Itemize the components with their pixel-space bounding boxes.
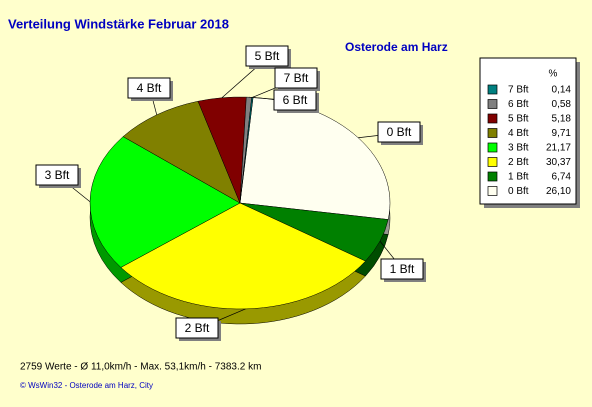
legend-value: 0,58 bbox=[552, 99, 572, 110]
legend-label: 2 Bft bbox=[508, 157, 529, 168]
legend-swatch bbox=[487, 142, 498, 153]
label-box bbox=[245, 45, 289, 67]
label-box bbox=[380, 258, 424, 280]
slice-label: 6 Bft bbox=[283, 93, 308, 107]
legend-swatch bbox=[487, 113, 498, 124]
chart-subtitle: Osterode am Harz bbox=[345, 40, 448, 54]
label-box bbox=[175, 317, 219, 339]
label-box bbox=[274, 67, 318, 89]
label-box bbox=[35, 164, 79, 186]
legend-label: 4 Bft bbox=[508, 128, 529, 139]
legend-value: 9,71 bbox=[552, 128, 572, 139]
chart-title: Verteilung Windstärke Februar 2018 bbox=[8, 16, 229, 31]
slice-label: 7 Bft bbox=[284, 71, 309, 85]
slice-label: 5 Bft bbox=[255, 49, 280, 63]
legend-swatch bbox=[487, 99, 498, 109]
legend-label: 3 Bft bbox=[508, 143, 529, 154]
legend-swatch bbox=[487, 171, 498, 182]
legend-swatch bbox=[487, 157, 498, 167]
legend-value: 26,10 bbox=[546, 186, 571, 197]
legend-swatch bbox=[487, 186, 498, 196]
label-box bbox=[127, 77, 171, 99]
legend-value: 21,17 bbox=[546, 143, 571, 154]
pie-slice bbox=[122, 100, 241, 204]
slice-label: 1 Bft bbox=[390, 262, 415, 276]
label-box bbox=[377, 121, 421, 143]
slice-label: 2 Bft bbox=[185, 321, 210, 335]
legend-value: 5,18 bbox=[552, 114, 572, 125]
legend-label: 6 Bft bbox=[508, 99, 529, 110]
legend-label: 7 Bft bbox=[508, 85, 529, 96]
pie-slice bbox=[120, 202, 366, 310]
legend-label: 0 Bft bbox=[508, 186, 529, 197]
legend-label: 5 Bft bbox=[508, 114, 529, 125]
credit: © WsWin32 - Osterode am Harz, City bbox=[20, 381, 153, 390]
legend-value: 0,14 bbox=[552, 85, 572, 96]
legend-swatch bbox=[487, 128, 498, 138]
legend-swatch bbox=[487, 84, 498, 95]
legend-label: 1 Bft bbox=[508, 172, 529, 183]
legend-value: 30,37 bbox=[546, 157, 571, 168]
slice-label: 4 Bft bbox=[137, 81, 162, 95]
legend-value: 6,74 bbox=[552, 172, 572, 183]
legend-title: % bbox=[549, 69, 558, 80]
pie-slice bbox=[89, 136, 241, 268]
slice-label: 3 Bft bbox=[45, 168, 70, 182]
slice-label: 0 Bft bbox=[387, 125, 412, 139]
footer: 2759 Werte - Ø 11,0km/h - Max. 53,1km/h … bbox=[20, 362, 261, 373]
